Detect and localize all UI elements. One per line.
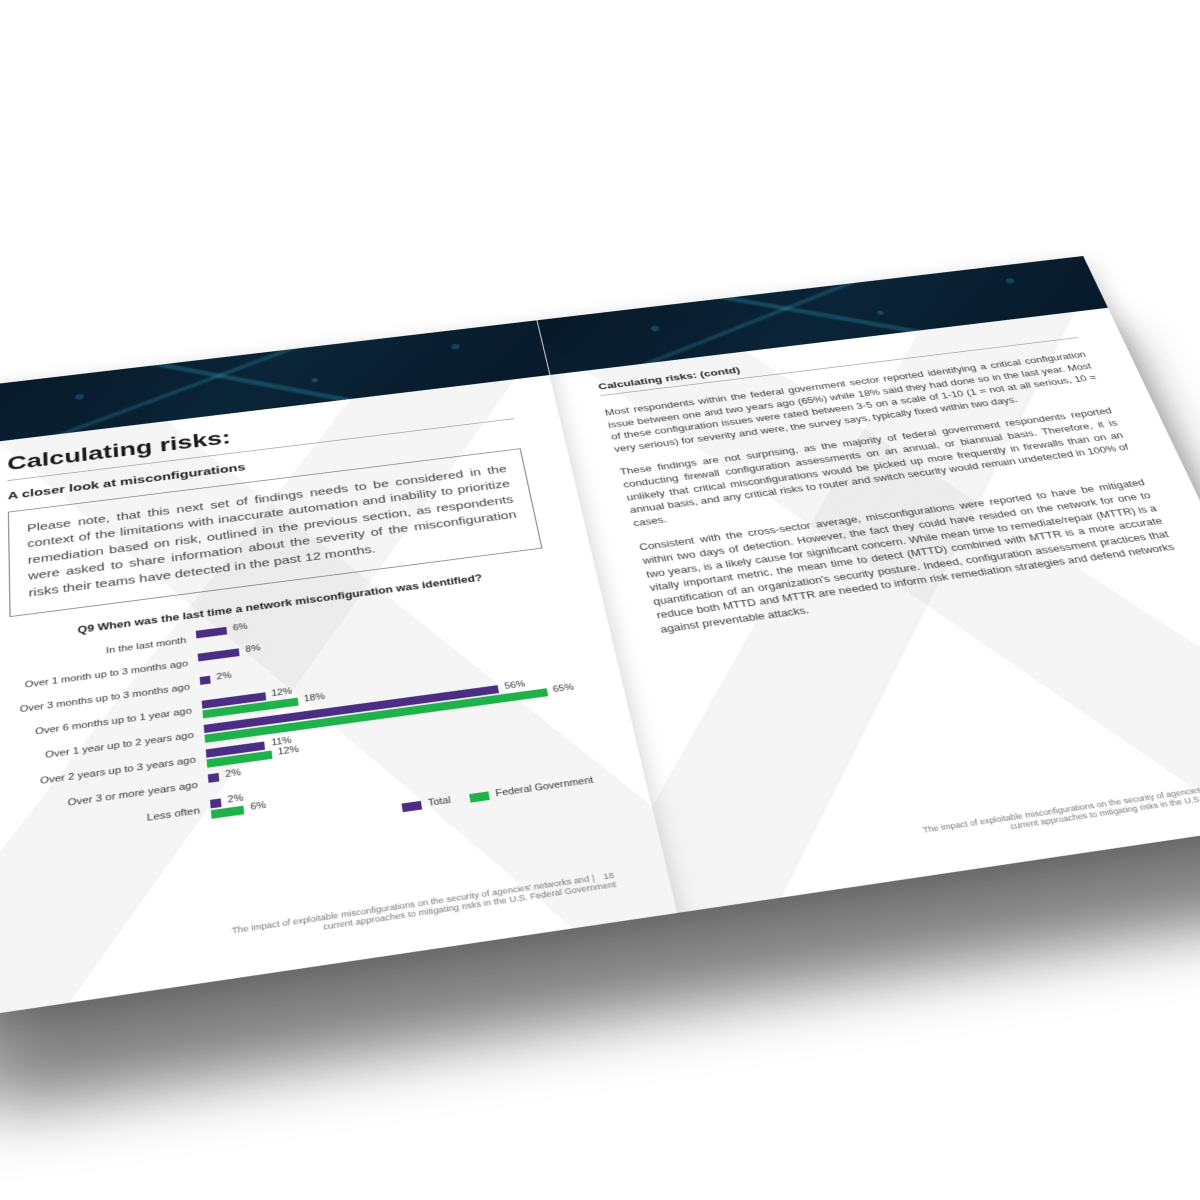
page-number: 18 (603, 870, 615, 881)
bar-federal-value: 12% (277, 745, 299, 757)
chart-row-label: In the last month (10, 635, 197, 669)
chart-row-bars: 2% (199, 626, 564, 698)
chart-row-label: Over 1 month up to 3 months ago (11, 658, 199, 692)
chart-row-label: Over 1 year up to 2 years ago (12, 729, 205, 765)
bar-total-value: 12% (271, 687, 293, 699)
chart-row: Less often2%6% (13, 745, 591, 851)
footer-line2: current approaches to mitigating risks i… (323, 880, 617, 932)
legend-federal-label: Federal Government (495, 776, 594, 799)
bar-total: 2% (200, 676, 211, 685)
bar-federal-value: 65% (552, 683, 574, 694)
bar-total-value: 11% (271, 736, 292, 748)
bar-total: 8% (198, 649, 240, 662)
chart-row: Over 2 years up to 3 years ago11%12% (12, 696, 580, 798)
chart-legend: Total Federal Government (13, 776, 594, 867)
chart-row-bars: 6% (196, 582, 555, 651)
bar-total: 6% (196, 627, 228, 639)
bar-federal: 6% (211, 806, 245, 819)
chart-row-bars: 2% (208, 720, 586, 797)
bar-federal-value: 18% (304, 693, 326, 705)
bar-federal-value: 6% (250, 801, 267, 813)
footer-right: The impact of exploitable misconfigurati… (922, 774, 1200, 844)
page-right: Calculating risks: (contd) Most responde… (537, 256, 1200, 913)
content-right: Calculating risks: (contd) Most responde… (597, 325, 1200, 878)
bar-total-value: 6% (233, 623, 249, 633)
chart-row-label: Less often (13, 804, 211, 842)
chart-row-bars: 56%65% (203, 672, 574, 746)
chart-row-bars: 11%12% (205, 696, 580, 771)
legend-total: Total (402, 796, 452, 812)
bar-federal: 65% (204, 689, 548, 744)
chart-row: In the last month6% (10, 582, 555, 676)
chart-row: Over 1 month up to 3 months ago8% (10, 604, 559, 699)
footer-line1: The impact of exploitable misconfigurati… (232, 874, 591, 935)
chart-row-bars: 8% (197, 604, 559, 674)
bar-federal: 12% (207, 751, 272, 768)
bar-chart: In the last month6%Over 1 month up to 3 … (10, 582, 591, 851)
chart-row: Over 3 months up to 3 months ago2% (11, 626, 565, 723)
bar-total: 56% (204, 685, 500, 733)
chart-row-label: Over 3 or more years ago (12, 779, 209, 816)
chart-row: Over 1 year up to 2 years ago56%65% (12, 672, 575, 772)
content-left: Calculating risks: A closer look at misc… (7, 393, 618, 982)
bar-total-value: 56% (504, 680, 526, 691)
bar-total: 2% (208, 773, 220, 783)
bar-total-value: 2% (216, 672, 232, 683)
chart-row: Over 6 months up to 1 year ago12%18% (11, 649, 569, 748)
callout-note: Please note, that this next set of findi… (8, 448, 543, 617)
bar-federal: 18% (202, 698, 298, 719)
chart-row-label: Over 3 months up to 3 months ago (11, 681, 201, 716)
footer-line1: The impact of exploitable misconfigurati… (922, 777, 1200, 834)
chart-row-bars: 12%18% (201, 649, 569, 722)
chart-row-label: Over 2 years up to 3 years ago (12, 754, 207, 791)
bar-total: 2% (210, 799, 222, 809)
chart-row: Over 3 or more years ago2% (12, 720, 585, 824)
chart-row-bars: 2%6% (210, 745, 591, 823)
bar-total: 12% (202, 693, 266, 709)
bar-total-value: 2% (225, 769, 241, 780)
legend-federal: Federal Government (469, 776, 594, 803)
bar-total-value: 8% (245, 644, 261, 654)
legend-total-label: Total (427, 796, 451, 809)
footer-line2: current approaches to mitigating risks i… (1009, 783, 1200, 832)
bar-total: 11% (206, 742, 266, 758)
bar-total-value: 2% (227, 794, 244, 806)
chart-row-label: Over 6 months up to 1 year ago (11, 705, 202, 740)
